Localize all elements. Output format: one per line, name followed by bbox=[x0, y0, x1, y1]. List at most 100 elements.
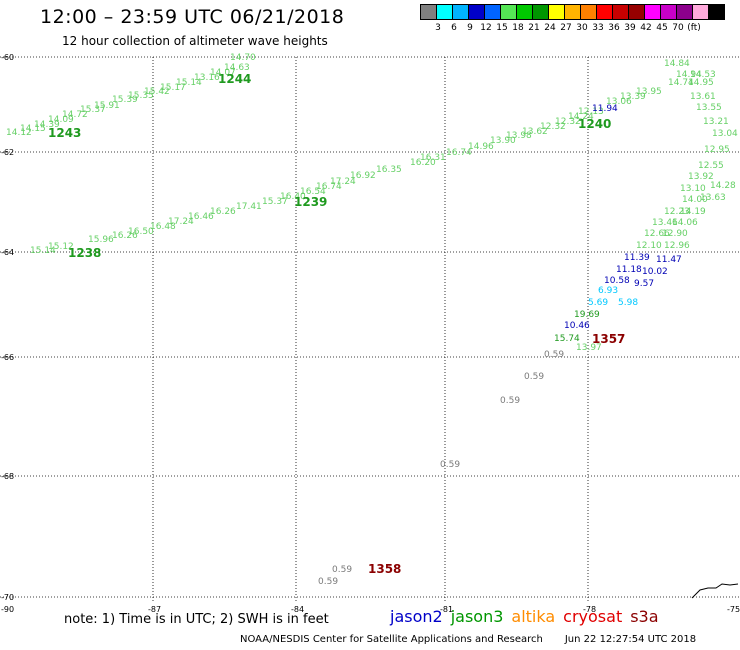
wave-height-value: 12.32 bbox=[540, 122, 566, 132]
scale-label: 36 bbox=[608, 23, 620, 33]
wave-height-value: 14.24 bbox=[568, 112, 594, 122]
legend-item-jason2: jason2 bbox=[390, 607, 443, 626]
wave-height-value: 10.46 bbox=[564, 321, 590, 331]
wave-height-value: 12.23 bbox=[664, 207, 690, 217]
wave-height-value: 14.06 bbox=[672, 218, 698, 228]
wave-height-value: 16.48 bbox=[150, 222, 176, 232]
wave-height-value: 6.93 bbox=[598, 286, 618, 296]
wave-height-value: 10.58 bbox=[604, 276, 630, 286]
wave-height-value: 14.53 bbox=[690, 70, 716, 80]
lat-label: -70 bbox=[1, 593, 14, 602]
wave-height-value: 15.74 bbox=[554, 334, 580, 344]
wave-height-value: 13.63 bbox=[700, 193, 726, 203]
footnote: note: 1) Time is in UTC; 2) SWH is in fe… bbox=[64, 612, 329, 627]
legend-item-altika: altika bbox=[511, 607, 556, 626]
lon-label: -90 bbox=[1, 605, 14, 614]
wave-height-value: 11.18 bbox=[616, 265, 642, 275]
longitude-labels: -90 -87 -84 -81 -78 -75 bbox=[1, 605, 740, 614]
scale-label: 18 bbox=[512, 23, 524, 33]
wave-height-value: 16.50 bbox=[128, 227, 154, 237]
scale-label: 9 bbox=[467, 23, 473, 33]
pass-time-label: 1240 bbox=[578, 117, 611, 131]
legend-item-cryosat: cryosat bbox=[563, 607, 623, 626]
wave-height-value: 11.47 bbox=[656, 255, 682, 265]
wave-height-value: 15.37 bbox=[80, 105, 106, 115]
scale-label: 39 bbox=[624, 23, 636, 33]
wave-height-value: 13.98 bbox=[506, 131, 532, 141]
wave-height-value: 12.13 bbox=[578, 107, 604, 117]
lat-label: -66 bbox=[1, 353, 14, 362]
wave-height-value: 14.07 bbox=[210, 68, 236, 78]
wave-height-value: 13.92 bbox=[688, 172, 714, 182]
wave-height-value: 12.66 bbox=[644, 229, 670, 239]
lat-label: -62 bbox=[1, 148, 14, 157]
wave-height-value: 13.10 bbox=[680, 184, 706, 194]
pass-time-label: 1239 bbox=[294, 195, 327, 209]
wave-height-value: 13.04 bbox=[712, 129, 738, 139]
wave-height-value: 16.74 bbox=[316, 182, 342, 192]
wave-height-value: 16.46 bbox=[188, 212, 214, 222]
coastline bbox=[691, 583, 739, 599]
wave-height-value: 14.19 bbox=[680, 207, 706, 217]
scale-label: 70 bbox=[672, 23, 684, 33]
wave-height-value: 15.42 bbox=[144, 87, 170, 97]
wave-height-value: 13.95 bbox=[636, 87, 662, 97]
scale-label: 42 bbox=[640, 23, 652, 33]
wave-height-value: 16.26 bbox=[210, 207, 236, 217]
wave-height-values: 14.1214.1514.3914.0914.7215.3715.9115.39… bbox=[6, 53, 738, 587]
wave-height-value: 11.94 bbox=[592, 104, 618, 114]
lat-label: -68 bbox=[1, 472, 14, 481]
lon-label: -78 bbox=[583, 605, 596, 614]
scale-label: 33 bbox=[592, 23, 604, 33]
wave-height-value: 14.09 bbox=[48, 115, 74, 125]
scale-label: 24 bbox=[544, 23, 556, 33]
map-subtitle: 12 hour collection of altimeter wave hei… bbox=[62, 34, 328, 48]
lon-label: -81 bbox=[440, 605, 453, 614]
scale-unit: (ft) bbox=[687, 23, 701, 33]
wave-height-value: 10.02 bbox=[642, 267, 668, 277]
scale-swatch bbox=[708, 4, 725, 20]
wave-height-value: 15.96 bbox=[88, 235, 114, 245]
wave-height-value: 15.39 bbox=[112, 95, 138, 105]
wave-height-value: 0.59 bbox=[544, 350, 564, 360]
scale-label: 12 bbox=[480, 23, 492, 33]
wave-height-value: 12.32 bbox=[555, 117, 581, 127]
wave-height-value: 14.12 bbox=[6, 128, 32, 138]
wave-height-value: 14.63 bbox=[224, 63, 250, 73]
wave-height-value: 9.57 bbox=[634, 279, 654, 289]
lon-label: -75 bbox=[727, 605, 740, 614]
wave-height-value: 16.92 bbox=[350, 171, 376, 181]
wave-height-value: 14.94 bbox=[676, 70, 702, 80]
wave-height-value: 14.00 bbox=[682, 195, 708, 205]
wave-height-value: 14.70 bbox=[230, 53, 256, 63]
wave-height-value: 15.14 bbox=[176, 78, 202, 88]
wave-height-value: 15.91 bbox=[94, 101, 120, 111]
wave-height-value: 14.95 bbox=[688, 78, 714, 88]
wave-height-value: 15.17 bbox=[160, 83, 186, 93]
scale-label: 27 bbox=[560, 23, 572, 33]
wave-height-value: 13.55 bbox=[696, 103, 722, 113]
wave-height-value: 16.26 bbox=[112, 231, 138, 241]
wave-height-value: 13.61 bbox=[690, 92, 716, 102]
wave-height-value: 15.37 bbox=[262, 197, 288, 207]
satellite-legend: jason2 jason3 altika cryosat s3a bbox=[390, 607, 667, 626]
wave-height-value: 12.10 bbox=[636, 241, 662, 251]
wave-height-value: 16.20 bbox=[410, 158, 436, 168]
lat-label: -64 bbox=[1, 248, 14, 257]
wave-height-value: 19.69 bbox=[574, 310, 600, 320]
wave-height-value: 13.62 bbox=[522, 127, 548, 137]
wave-height-value: 0.59 bbox=[440, 460, 460, 470]
scale-label: 15 bbox=[496, 23, 508, 33]
wave-height-value: 15.14 bbox=[30, 246, 56, 256]
credit-text: NOAA/NESDIS Center for Satellite Applica… bbox=[240, 634, 543, 645]
latitude-labels: -60 -62 -64 -66 -68 -70 bbox=[1, 53, 14, 602]
wave-height-value: 12.96 bbox=[664, 241, 690, 251]
wave-height-value: 17.41 bbox=[236, 202, 262, 212]
wave-height-value: 0.59 bbox=[332, 565, 352, 575]
lat-label: -60 bbox=[1, 53, 14, 62]
wave-height-value: 0.59 bbox=[500, 396, 520, 406]
pass-time-label: 1244 bbox=[218, 72, 251, 86]
wave-height-value: 5.98 bbox=[618, 298, 638, 308]
wave-height-value: 12.90 bbox=[662, 229, 688, 239]
